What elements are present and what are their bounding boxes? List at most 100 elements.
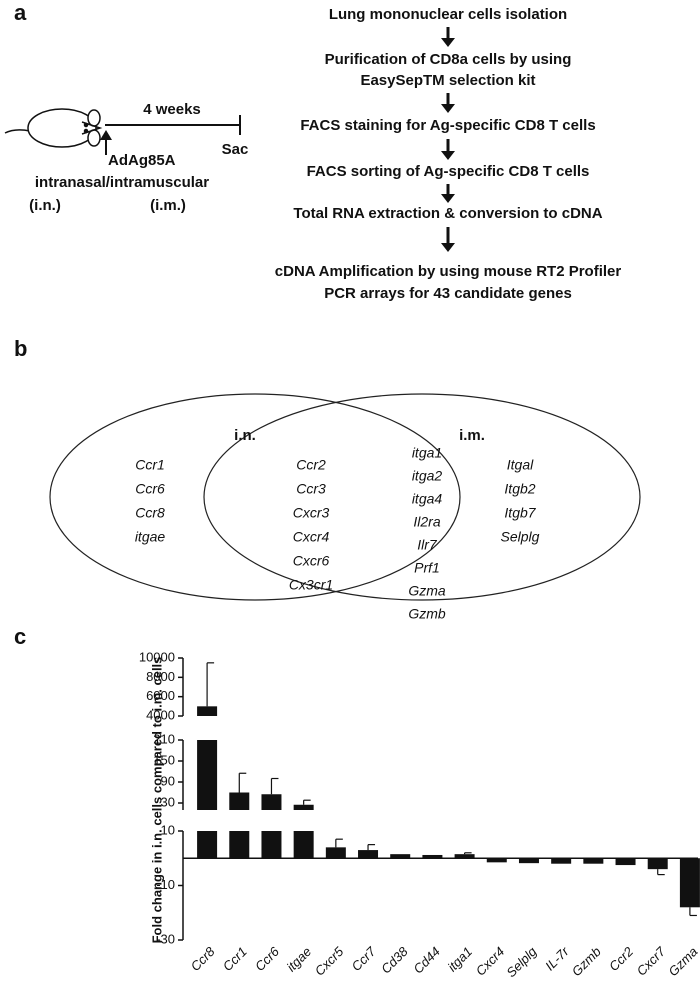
route-label: (i.n.) bbox=[29, 197, 61, 214]
y-tick-label: 4000 bbox=[146, 707, 175, 722]
x-tick-label: Selplg bbox=[503, 943, 540, 980]
venn-circle bbox=[49, 393, 461, 601]
gene-label: Itgb7 bbox=[504, 505, 536, 521]
y-tick-label: 10000 bbox=[139, 649, 175, 664]
gene-label: Cx3cr1 bbox=[289, 577, 333, 593]
bar bbox=[422, 854, 443, 859]
gene-label: Selplg bbox=[501, 529, 540, 545]
gene-label: Prf1 bbox=[414, 560, 440, 576]
y-tick-label: 90 bbox=[161, 773, 175, 788]
x-tick-label: Ccr8 bbox=[188, 943, 219, 974]
gene-label: Ccr6 bbox=[135, 481, 165, 497]
bar bbox=[325, 847, 346, 859]
flow-step: cDNA Amplification by using mouse RT2 Pr… bbox=[275, 263, 622, 280]
venn-title: i.n. bbox=[234, 427, 256, 444]
gene-label: Itgb2 bbox=[504, 481, 535, 497]
mouse-icon bbox=[4, 108, 103, 148]
bar bbox=[229, 831, 250, 859]
gene-label: Itgal bbox=[507, 457, 534, 473]
y-tick-label: -10 bbox=[156, 877, 175, 892]
route-label: (i.m.) bbox=[150, 197, 186, 214]
bar bbox=[390, 854, 411, 859]
bar bbox=[229, 792, 250, 810]
bar bbox=[679, 858, 700, 908]
flow-step: Total RNA extraction & conversion to cDN… bbox=[293, 205, 602, 222]
end-label: Sac bbox=[222, 141, 249, 158]
panel-label: a bbox=[14, 0, 27, 25]
gene-label: Ilr7 bbox=[417, 537, 438, 553]
y-tick-label: 6000 bbox=[146, 688, 175, 703]
bar bbox=[293, 831, 314, 859]
x-tick-label: Gzma bbox=[665, 944, 700, 979]
flow-arrow-head bbox=[441, 243, 455, 252]
flow-arrow-head bbox=[441, 151, 455, 160]
routes-label: intranasal/intramuscular bbox=[35, 174, 209, 191]
flow-arrow-head bbox=[441, 38, 455, 47]
gene-label: Gzma bbox=[408, 583, 446, 599]
panel-label: c bbox=[14, 624, 26, 649]
flow-step: Lung mononuclear cells isolation bbox=[329, 6, 567, 23]
bar bbox=[261, 831, 282, 859]
timeline-label: 4 weeks bbox=[143, 101, 201, 118]
flow-step: Purification of CD8a cells by using bbox=[325, 51, 572, 68]
gene-label: itga1 bbox=[412, 445, 442, 461]
bar bbox=[197, 706, 218, 716]
x-tick-label: Ccr2 bbox=[606, 943, 637, 974]
gene-label: Gzmb bbox=[408, 606, 446, 622]
y-tick-label: 150 bbox=[153, 752, 175, 767]
y-tick-label: 30 bbox=[161, 794, 175, 809]
x-tick-label: Cd38 bbox=[378, 943, 411, 976]
y-tick-label: -30 bbox=[156, 931, 175, 946]
bar bbox=[358, 850, 379, 859]
flow-step: PCR arrays for 43 candidate genes bbox=[324, 285, 572, 302]
panel-label: b bbox=[14, 336, 27, 361]
flow-arrow-head bbox=[441, 104, 455, 113]
bar bbox=[197, 740, 218, 810]
x-tick-label: Ccr6 bbox=[252, 943, 283, 974]
gene-label: Ccr2 bbox=[296, 457, 326, 473]
x-tick-label: itga1 bbox=[445, 944, 476, 975]
gene-label: itga2 bbox=[412, 468, 443, 484]
y-tick-label: 10 bbox=[161, 822, 175, 837]
x-tick-label: IL-7r bbox=[542, 943, 572, 973]
bar bbox=[197, 831, 218, 859]
flow-step: FACS sorting of Ag-specific CD8 T cells bbox=[307, 163, 590, 180]
flow-step: FACS staining for Ag-specific CD8 T cell… bbox=[300, 117, 595, 134]
x-tick-label: Cxcr7 bbox=[634, 943, 669, 978]
gene-label: Ccr1 bbox=[135, 457, 165, 473]
gene-label: Cxcr6 bbox=[293, 553, 330, 569]
gene-label: itga4 bbox=[412, 491, 443, 507]
gene-label: Cxcr3 bbox=[293, 505, 330, 521]
x-tick-label: Ccr7 bbox=[349, 943, 380, 974]
bar bbox=[293, 804, 314, 810]
vaccine-label: AdAg85A bbox=[108, 152, 176, 169]
flow-arrow-head bbox=[441, 194, 455, 203]
y-axis-label: Fold change in i.n. cells compared to i.… bbox=[149, 657, 164, 944]
x-tick-label: Gzmb bbox=[569, 944, 604, 979]
x-tick-label: Cxcr5 bbox=[312, 943, 347, 978]
bar bbox=[583, 858, 604, 864]
gene-label: Cxcr4 bbox=[293, 529, 330, 545]
bar bbox=[261, 794, 282, 810]
bar bbox=[647, 858, 668, 870]
y-tick-label: 8000 bbox=[146, 669, 175, 684]
gene-label: Il2ra bbox=[413, 514, 440, 530]
x-tick-label: Cd44 bbox=[410, 944, 443, 977]
bar bbox=[518, 858, 539, 864]
gene-label: itgae bbox=[135, 529, 166, 545]
venn-title: i.m. bbox=[459, 427, 485, 444]
gene-label: Ccr8 bbox=[135, 505, 165, 521]
arrow-head bbox=[100, 130, 112, 140]
bar bbox=[454, 854, 475, 859]
x-tick-label: itgae bbox=[284, 944, 315, 975]
bar bbox=[615, 858, 636, 866]
bar bbox=[551, 858, 572, 864]
venn-circle bbox=[203, 393, 641, 601]
bar bbox=[486, 858, 507, 863]
y-tick-label: 210 bbox=[153, 731, 175, 746]
x-tick-label: Cxcr4 bbox=[473, 944, 508, 979]
gene-label: Ccr3 bbox=[296, 481, 326, 497]
flow-step: EasySepTM selection kit bbox=[360, 72, 535, 89]
